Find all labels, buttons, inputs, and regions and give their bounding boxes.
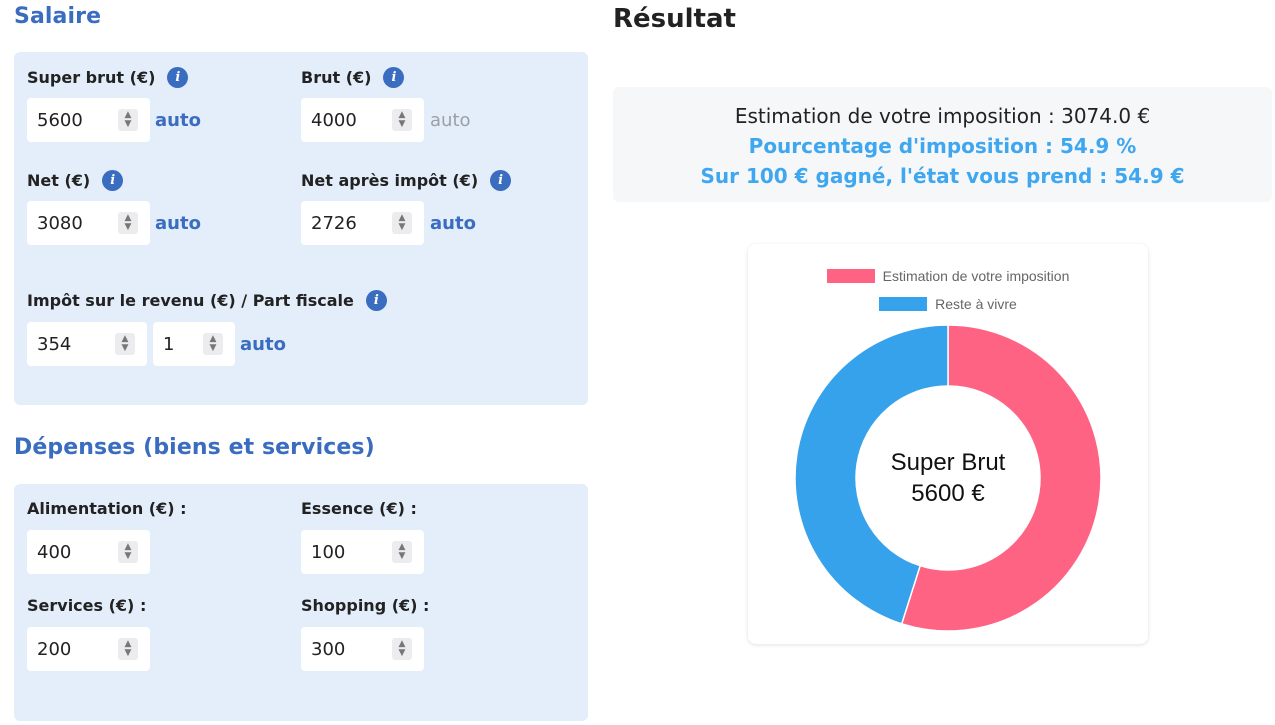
super-brut-label-text: Super brut (€): [27, 68, 156, 87]
part-fiscale-input[interactable]: 1 ▲ ▼: [153, 322, 235, 366]
essence-input[interactable]: 100 ▲ ▼: [301, 530, 424, 574]
resultat-heading: Résultat: [613, 4, 736, 34]
alimentation-label: Alimentation (€) :: [27, 499, 187, 518]
doughnut-chart-card: Estimation de votre imposition Reste à v…: [748, 244, 1148, 644]
legend-swatch-reste: [879, 297, 928, 311]
impot-input[interactable]: 354 ▲ ▼: [27, 322, 147, 366]
legend-label-estimation: Estimation de votre imposition: [882, 268, 1070, 284]
pourcentage-text: Pourcentage d'imposition : 54.9 %: [748, 134, 1137, 158]
salaire-panel: Super brut (€) i 5600 ▲ ▼ auto Brut (€) i…: [14, 52, 588, 405]
brut-auto-button[interactable]: auto: [430, 110, 471, 131]
super-brut-spinner[interactable]: ▲ ▼: [118, 109, 138, 131]
chevron-up-icon[interactable]: ▲: [209, 334, 217, 344]
info-icon[interactable]: i: [102, 170, 124, 191]
impot-value: 354: [37, 333, 72, 355]
estimation-text: Estimation de votre imposition : 3074.0 …: [734, 104, 1151, 128]
chevron-up-icon[interactable]: ▲: [398, 639, 406, 649]
chevron-down-icon[interactable]: ▼: [398, 648, 406, 658]
chevron-down-icon[interactable]: ▼: [121, 343, 129, 353]
net-apres-impot-auto-button[interactable]: auto: [430, 213, 476, 234]
chevron-up-icon[interactable]: ▲: [124, 110, 132, 120]
net-label: Net (€) i: [27, 170, 124, 191]
chevron-down-icon[interactable]: ▼: [398, 551, 406, 561]
impot-auto-button[interactable]: auto: [240, 334, 286, 355]
depenses-heading: Dépenses (biens et services): [14, 435, 375, 460]
part-fiscale-value: 1: [163, 333, 175, 355]
chevron-down-icon[interactable]: ▼: [124, 551, 132, 561]
super-brut-label: Super brut (€) i: [27, 67, 189, 88]
salaire-heading: Salaire: [14, 4, 102, 29]
brut-label-text: Brut (€): [301, 68, 372, 87]
impot-spinner[interactable]: ▲ ▼: [115, 333, 135, 355]
net-auto-button[interactable]: auto: [155, 213, 201, 234]
sur100-text: Sur 100 € gagné, l'état vous prend : 54.…: [700, 164, 1185, 188]
slice-estimation[interactable]: [900, 324, 1102, 632]
center-label-line1: Super Brut: [890, 449, 1006, 476]
chevron-up-icon[interactable]: ▲: [398, 213, 406, 223]
slice-reste[interactable]: [794, 324, 949, 625]
chevron-down-icon[interactable]: ▼: [124, 119, 132, 129]
essence-label: Essence (€) :: [301, 499, 417, 518]
part-fiscale-spinner[interactable]: ▲ ▼: [203, 333, 223, 355]
services-value: 200: [37, 638, 72, 660]
net-apres-impot-value: 2726: [311, 212, 357, 234]
legend-swatch-estimation: [826, 269, 875, 283]
super-brut-value: 5600: [37, 109, 83, 131]
services-input[interactable]: 200 ▲ ▼: [27, 627, 150, 671]
net-label-text: Net (€): [27, 171, 91, 190]
chevron-down-icon[interactable]: ▼: [124, 222, 132, 232]
essence-spinner[interactable]: ▲ ▼: [392, 541, 412, 563]
super-brut-input[interactable]: 5600 ▲ ▼: [27, 98, 150, 142]
legend-item-reste[interactable]: Reste à vivre: [748, 296, 1148, 312]
net-apres-impot-label-text: Net après impôt (€): [301, 171, 479, 190]
super-brut-auto-button[interactable]: auto: [155, 110, 201, 131]
info-icon[interactable]: i: [383, 67, 405, 88]
net-apres-impot-label: Net après impôt (€) i: [301, 170, 512, 191]
result-summary-box: Estimation de votre imposition : 3074.0 …: [613, 87, 1272, 202]
center-label-line2: 5600 €: [911, 480, 985, 507]
impot-label: Impôt sur le revenu (€) / Part fiscale i: [27, 290, 387, 311]
net-apres-impot-input[interactable]: 2726 ▲ ▼: [301, 201, 424, 245]
doughnut-chart: [794, 324, 1102, 632]
services-spinner[interactable]: ▲ ▼: [118, 638, 138, 660]
depenses-panel: Alimentation (€) : 400 ▲ ▼ Essence (€) : …: [14, 484, 588, 721]
chevron-down-icon[interactable]: ▼: [124, 648, 132, 658]
shopping-spinner[interactable]: ▲ ▼: [392, 638, 412, 660]
info-icon[interactable]: i: [167, 67, 189, 88]
chevron-down-icon[interactable]: ▼: [398, 222, 406, 232]
chevron-up-icon[interactable]: ▲: [398, 542, 406, 552]
shopping-label: Shopping (€) :: [301, 596, 430, 615]
chevron-up-icon[interactable]: ▲: [124, 542, 132, 552]
brut-label: Brut (€) i: [301, 67, 405, 88]
alimentation-spinner[interactable]: ▲ ▼: [118, 541, 138, 563]
info-icon[interactable]: i: [490, 170, 512, 191]
legend-item-estimation[interactable]: Estimation de votre imposition: [748, 268, 1148, 284]
chevron-up-icon[interactable]: ▲: [121, 334, 129, 344]
alimentation-input[interactable]: 400 ▲ ▼: [27, 530, 150, 574]
chevron-up-icon[interactable]: ▲: [124, 639, 132, 649]
impot-label-text: Impôt sur le revenu (€) / Part fiscale: [27, 291, 354, 310]
brut-spinner[interactable]: ▲ ▼: [392, 109, 412, 131]
services-label: Services (€) :: [27, 596, 147, 615]
chevron-down-icon[interactable]: ▼: [398, 119, 406, 129]
chevron-up-icon[interactable]: ▲: [398, 110, 406, 120]
info-icon[interactable]: i: [365, 290, 387, 311]
net-spinner[interactable]: ▲ ▼: [118, 212, 138, 234]
net-input[interactable]: 3080 ▲ ▼: [27, 201, 150, 245]
legend-label-reste: Reste à vivre: [935, 296, 1017, 312]
chevron-down-icon[interactable]: ▼: [209, 343, 217, 353]
net-apres-impot-spinner[interactable]: ▲ ▼: [392, 212, 412, 234]
brut-input[interactable]: 4000 ▲ ▼: [301, 98, 424, 142]
shopping-value: 300: [311, 638, 346, 660]
shopping-input[interactable]: 300 ▲ ▼: [301, 627, 424, 671]
chevron-up-icon[interactable]: ▲: [124, 213, 132, 223]
alimentation-value: 400: [37, 541, 72, 563]
brut-value: 4000: [311, 109, 357, 131]
net-value: 3080: [37, 212, 83, 234]
essence-value: 100: [311, 541, 346, 563]
